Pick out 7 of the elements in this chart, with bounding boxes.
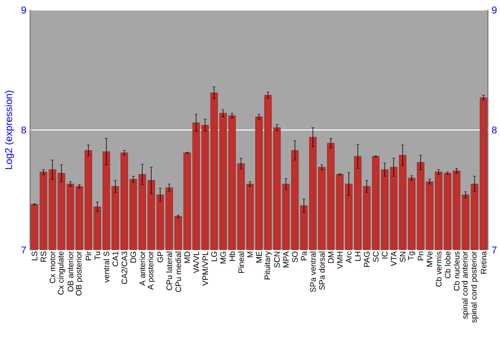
y-tick-label: 9 [21, 6, 26, 14]
y2-tick-label: 9 [492, 6, 497, 14]
y-tick-label: 7 [21, 246, 26, 254]
y-tick-label: 8 [21, 126, 26, 134]
y2-tick-label: 7 [492, 246, 497, 254]
y2-tick-label: 8 [492, 126, 497, 134]
y-axis-title: Log2 (expression) [4, 90, 14, 170]
